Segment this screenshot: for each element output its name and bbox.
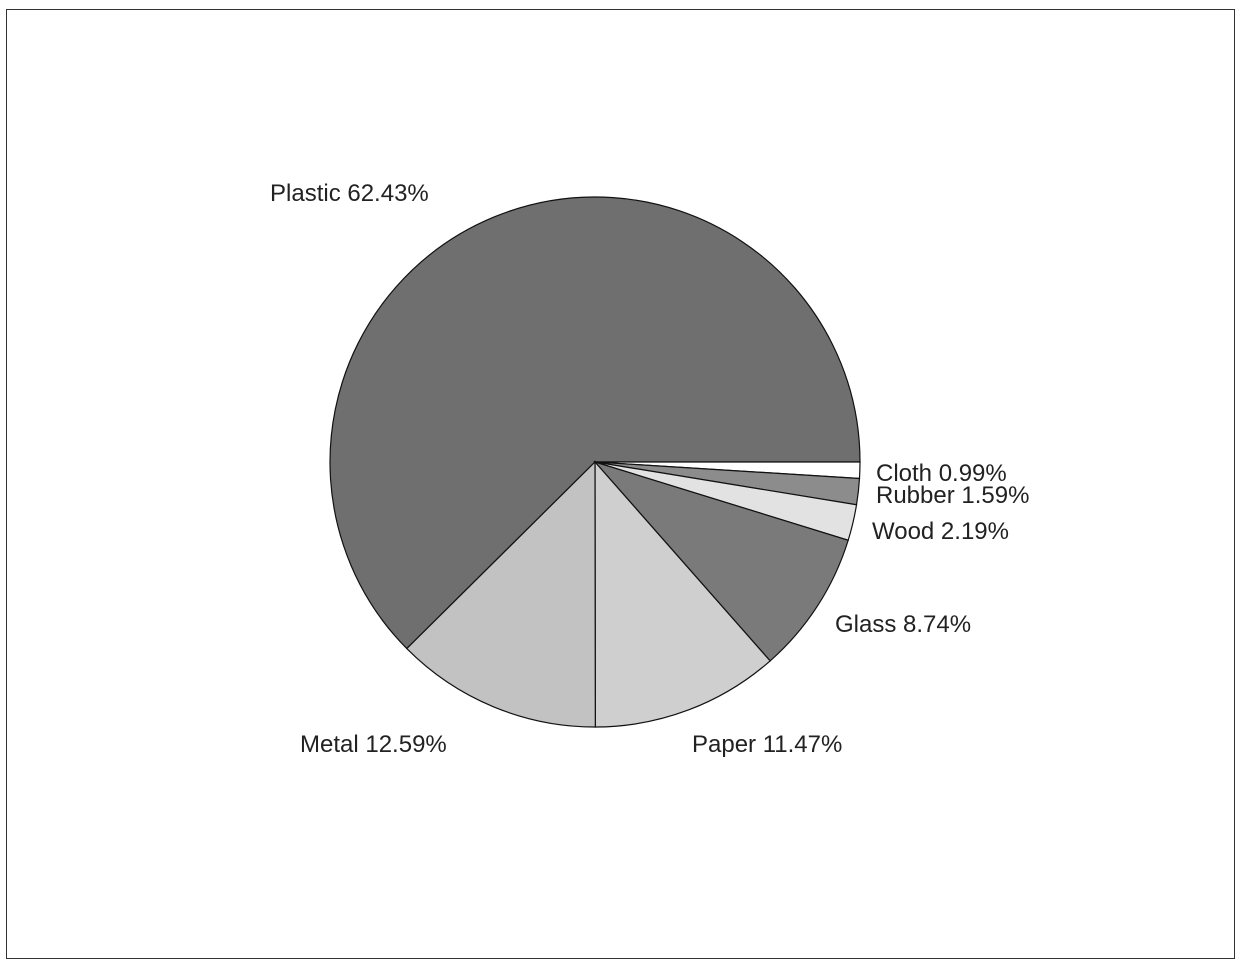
slice-label-rubber: Rubber 1.59% (876, 482, 1029, 509)
slice-label-cloth: Cloth 0.99% (876, 460, 1007, 487)
pie-slice-plastic (329, 196, 861, 650)
slice-label-plastic: Plastic 62.43% (270, 180, 429, 207)
slice-label-wood: Wood 2.19% (872, 518, 1009, 545)
pie-slice-paper (594, 460, 771, 728)
slice-label-paper: Paper 11.47% (692, 731, 842, 758)
pie-slice-metal (405, 460, 596, 728)
slice-label-metal: Metal 12.59% (300, 731, 447, 758)
pie-slice-glass (593, 460, 849, 662)
slice-label-glass: Glass 8.74% (835, 611, 971, 638)
